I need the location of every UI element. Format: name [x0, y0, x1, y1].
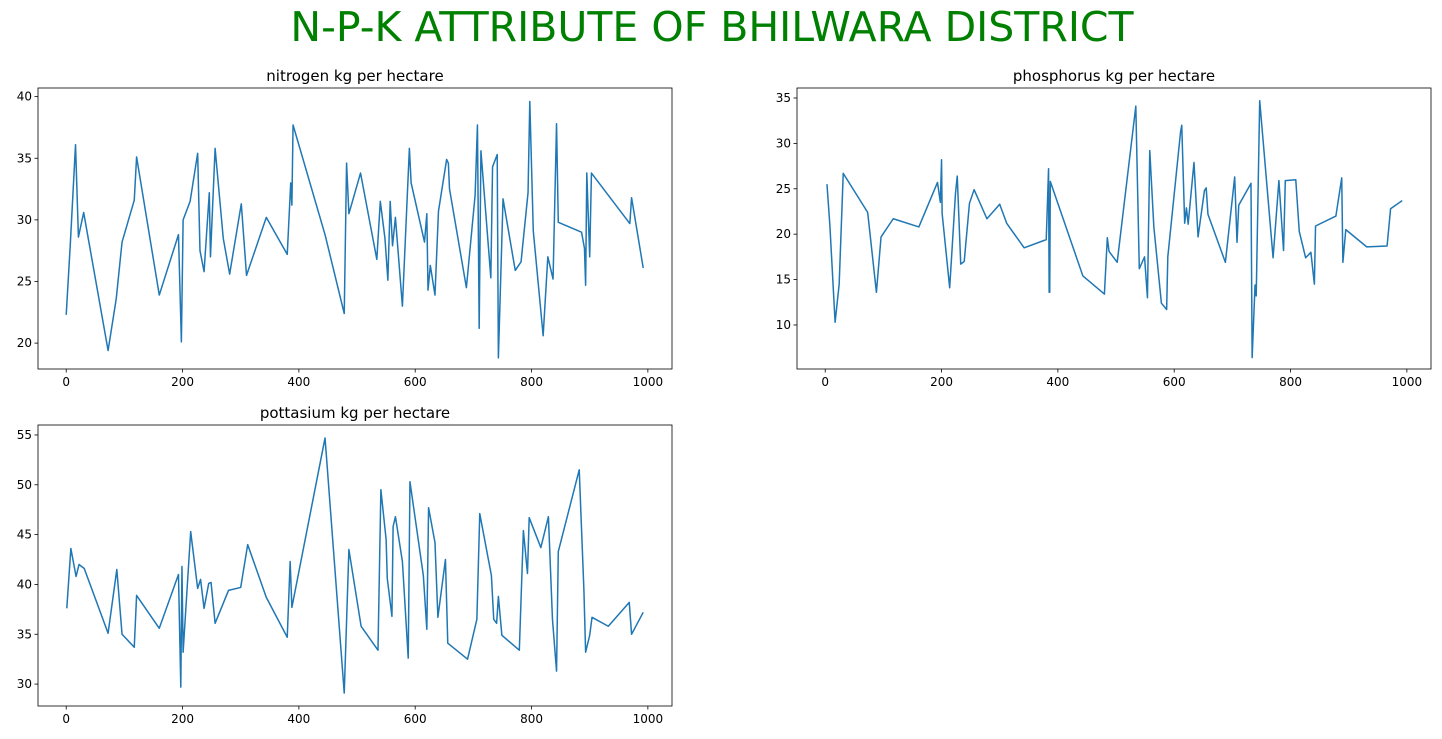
y-tick-label: 15	[776, 273, 791, 287]
y-tick-label: 10	[776, 318, 791, 332]
y-tick-label: 20	[17, 336, 32, 350]
x-tick-label: 800	[520, 712, 543, 726]
subplot-title: nitrogen kg per hectare	[266, 67, 443, 85]
y-tick-label: 20	[776, 227, 791, 241]
data-line	[65, 100, 644, 359]
x-tick-label: 0	[62, 712, 70, 726]
x-tick-label: 0	[821, 375, 829, 389]
x-tick-label: 800	[520, 375, 543, 389]
y-tick-label: 30	[776, 136, 791, 150]
data-line	[66, 437, 644, 694]
y-tick-label: 35	[17, 627, 32, 641]
x-tick-label: 400	[287, 712, 310, 726]
x-tick-label: 1000	[633, 375, 664, 389]
x-tick-label: 1000	[633, 712, 664, 726]
y-tick-label: 25	[17, 274, 32, 288]
x-tick-label: 1000	[1392, 375, 1423, 389]
axes-frame	[37, 87, 673, 370]
y-tick-label: 25	[776, 182, 791, 196]
subplot-title: pottasium kg per hectare	[260, 404, 450, 422]
x-tick-label: 200	[930, 375, 953, 389]
y-tick-label: 35	[17, 151, 32, 165]
y-tick-label: 50	[17, 478, 32, 492]
axes-frame	[796, 87, 1432, 370]
y-tick-label: 40	[17, 90, 32, 104]
x-tick-label: 400	[287, 375, 310, 389]
x-tick-label: 600	[404, 712, 427, 726]
axes-frame	[37, 424, 673, 707]
y-tick-label: 45	[17, 528, 32, 542]
x-tick-label: 600	[404, 375, 427, 389]
x-tick-label: 200	[171, 375, 194, 389]
y-tick-label: 30	[17, 677, 32, 691]
x-tick-label: 400	[1046, 375, 1069, 389]
data-line	[826, 99, 1403, 359]
y-tick-label: 30	[17, 213, 32, 227]
x-tick-label: 200	[171, 712, 194, 726]
subplot-title: phosphorus kg per hectare	[1013, 67, 1215, 85]
y-tick-label: 55	[17, 428, 32, 442]
x-tick-label: 600	[1163, 375, 1186, 389]
x-tick-label: 0	[62, 375, 70, 389]
y-tick-label: 35	[776, 91, 791, 105]
x-tick-label: 800	[1279, 375, 1302, 389]
y-tick-label: 40	[17, 577, 32, 591]
figure-title: N-P-K ATTRIBUTE OF BHILWARA DISTRICT	[290, 3, 1134, 51]
